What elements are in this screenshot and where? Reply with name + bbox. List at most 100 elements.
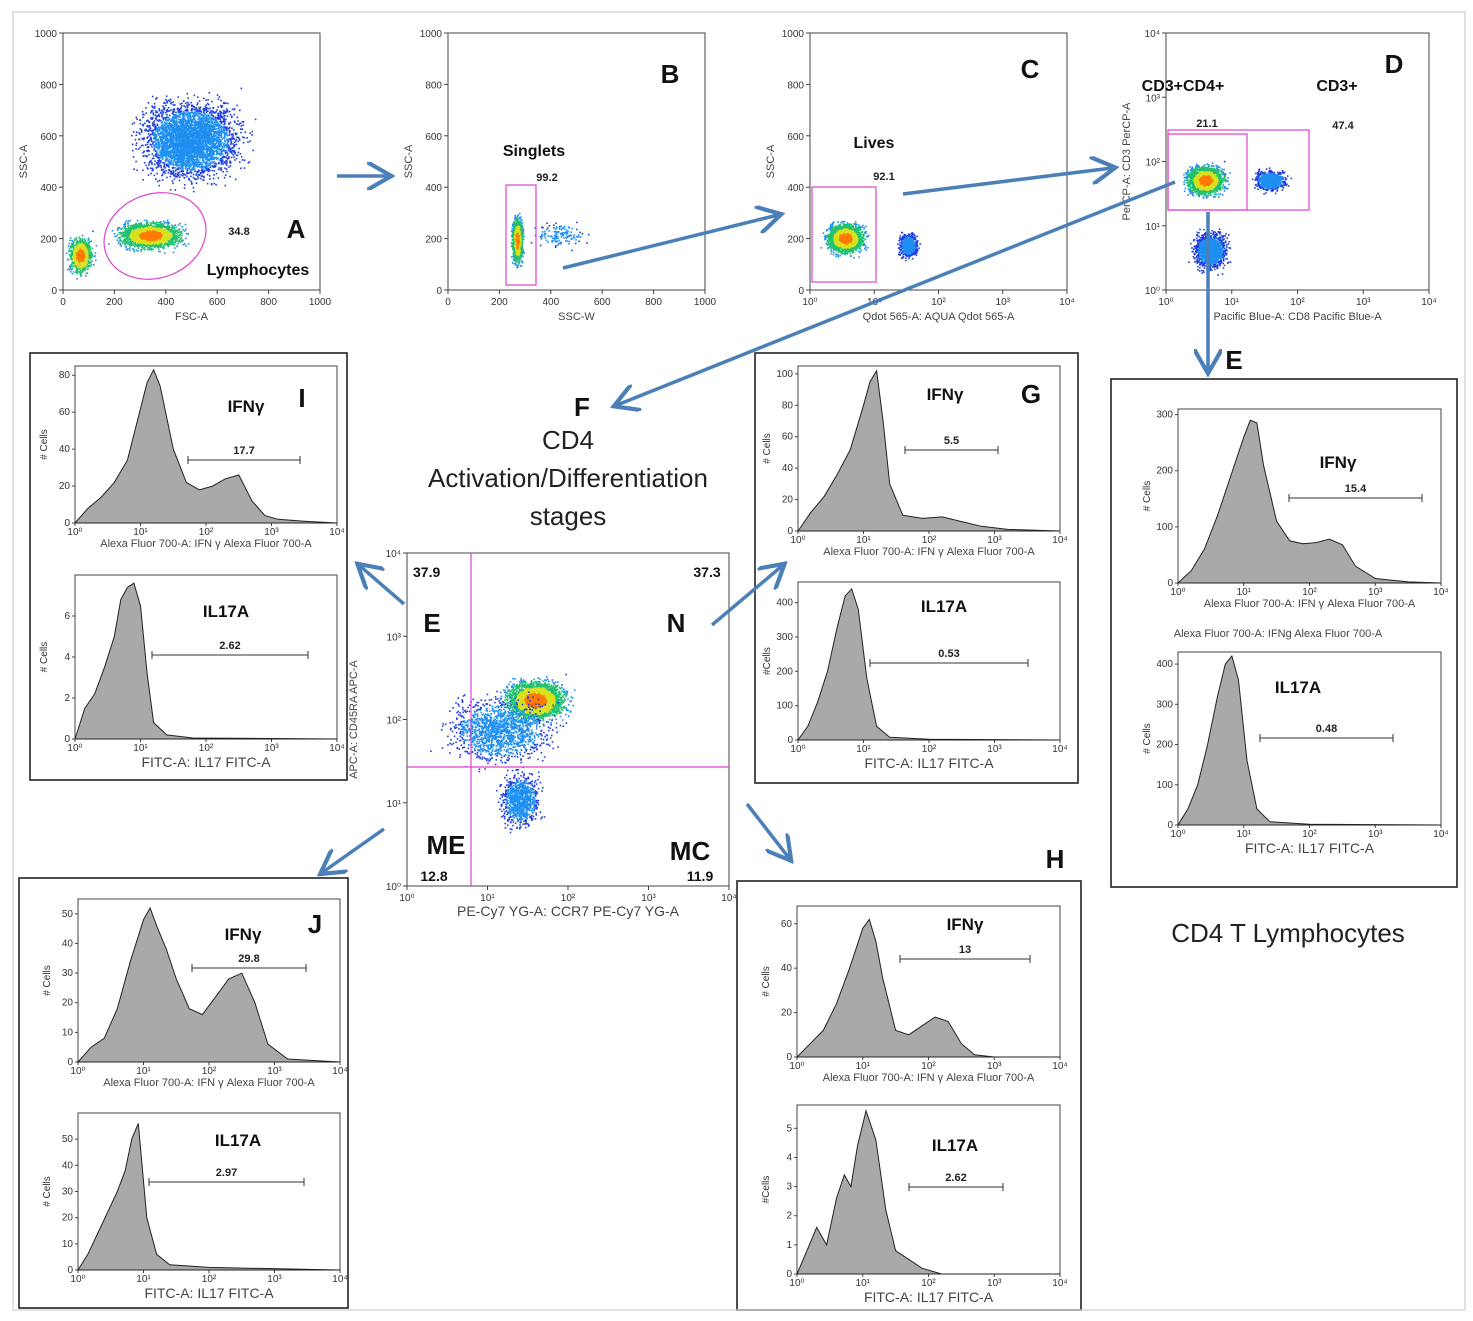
event-dot bbox=[175, 136, 177, 139]
event-dot bbox=[196, 135, 199, 138]
event-dot bbox=[181, 132, 183, 134]
event-dot bbox=[188, 141, 190, 143]
event-dot bbox=[183, 132, 185, 134]
event-dot bbox=[148, 225, 150, 227]
event-dot bbox=[206, 102, 209, 105]
event-dot bbox=[171, 124, 173, 126]
event-dot bbox=[224, 132, 226, 135]
event-dot bbox=[205, 142, 207, 144]
event-dot bbox=[203, 136, 206, 139]
event-dot bbox=[159, 162, 161, 165]
event-dot bbox=[193, 162, 195, 165]
event-dot bbox=[204, 113, 207, 116]
event-dot bbox=[207, 142, 209, 145]
event-dot bbox=[206, 153, 208, 156]
event-dot bbox=[189, 136, 191, 139]
event-dot bbox=[200, 177, 202, 180]
event-dot bbox=[231, 147, 234, 149]
event-dot bbox=[168, 118, 171, 120]
event-dot bbox=[193, 94, 196, 97]
event-dot bbox=[183, 184, 186, 186]
event-dot bbox=[153, 146, 156, 149]
event-dot bbox=[171, 120, 173, 123]
event-dot bbox=[173, 108, 175, 110]
event-dot bbox=[202, 123, 205, 126]
event-dot bbox=[225, 162, 227, 165]
event-dot bbox=[166, 176, 168, 179]
event-dot bbox=[157, 154, 160, 156]
event-dot bbox=[192, 156, 194, 159]
event-dot bbox=[168, 133, 170, 136]
event-dot bbox=[174, 234, 177, 237]
event-dot bbox=[247, 162, 250, 164]
event-dot bbox=[159, 133, 162, 136]
plot-A: 0 200 400 600 800 100002004006008001000FSC-AS… bbox=[18, 29, 332, 323]
event-dot bbox=[233, 108, 236, 110]
event-dot bbox=[160, 138, 163, 140]
event-dot bbox=[172, 174, 175, 176]
event-dot bbox=[192, 118, 195, 120]
event-dot bbox=[195, 158, 198, 161]
event-dot bbox=[196, 131, 198, 134]
event-dot bbox=[240, 125, 243, 127]
event-dot bbox=[237, 151, 240, 154]
event-dot bbox=[204, 108, 206, 110]
event-dot bbox=[220, 128, 223, 130]
event-dot bbox=[183, 112, 186, 114]
event-dot bbox=[178, 108, 181, 111]
event-dot bbox=[207, 110, 209, 112]
event-dot bbox=[150, 144, 153, 146]
event-dot bbox=[183, 151, 186, 154]
event-dot bbox=[204, 158, 207, 161]
event-dot bbox=[217, 144, 219, 147]
event-dot bbox=[216, 141, 218, 144]
event-dot bbox=[163, 155, 165, 157]
event-dot bbox=[223, 131, 225, 134]
event-dot bbox=[189, 132, 191, 134]
event-dot bbox=[202, 108, 205, 111]
event-dot bbox=[195, 108, 198, 110]
event-dot bbox=[207, 154, 209, 156]
event-dot bbox=[171, 147, 174, 149]
event-dot bbox=[220, 130, 223, 133]
event-dot bbox=[208, 143, 211, 145]
event-dot bbox=[150, 111, 152, 114]
event-dot bbox=[161, 109, 163, 111]
event-dot bbox=[216, 124, 218, 126]
event-dot bbox=[178, 118, 180, 121]
event-dot bbox=[198, 144, 200, 147]
event-dot bbox=[207, 162, 209, 165]
event-dot bbox=[202, 158, 204, 161]
event-dot bbox=[172, 127, 174, 129]
event-dot bbox=[184, 113, 187, 116]
event-dot bbox=[147, 174, 150, 176]
event-dot bbox=[239, 109, 241, 112]
event-dot bbox=[232, 154, 234, 156]
event-dot bbox=[226, 143, 229, 146]
event-dot bbox=[212, 157, 215, 160]
event-dot bbox=[226, 129, 228, 132]
event-dot bbox=[185, 102, 187, 104]
event-dot bbox=[198, 133, 200, 136]
event-dot bbox=[152, 131, 154, 134]
event-dot bbox=[172, 120, 175, 123]
event-dot bbox=[230, 148, 232, 150]
event-dot bbox=[180, 145, 183, 147]
event-dot bbox=[205, 119, 208, 122]
event-dot bbox=[154, 132, 156, 134]
event-dot bbox=[185, 127, 188, 129]
event-dot bbox=[172, 152, 175, 155]
event-dot bbox=[197, 154, 200, 157]
event-dot bbox=[196, 165, 198, 167]
event-dot bbox=[156, 172, 158, 175]
event-dot bbox=[117, 233, 119, 236]
event-dot bbox=[207, 103, 210, 106]
event-dot bbox=[197, 126, 200, 129]
event-dot bbox=[164, 167, 166, 169]
event-dot bbox=[212, 110, 214, 113]
event-dot bbox=[240, 131, 242, 134]
event-dot bbox=[187, 153, 189, 156]
event-dot bbox=[185, 140, 187, 143]
event-dot bbox=[190, 135, 193, 138]
event-dot bbox=[223, 110, 226, 113]
